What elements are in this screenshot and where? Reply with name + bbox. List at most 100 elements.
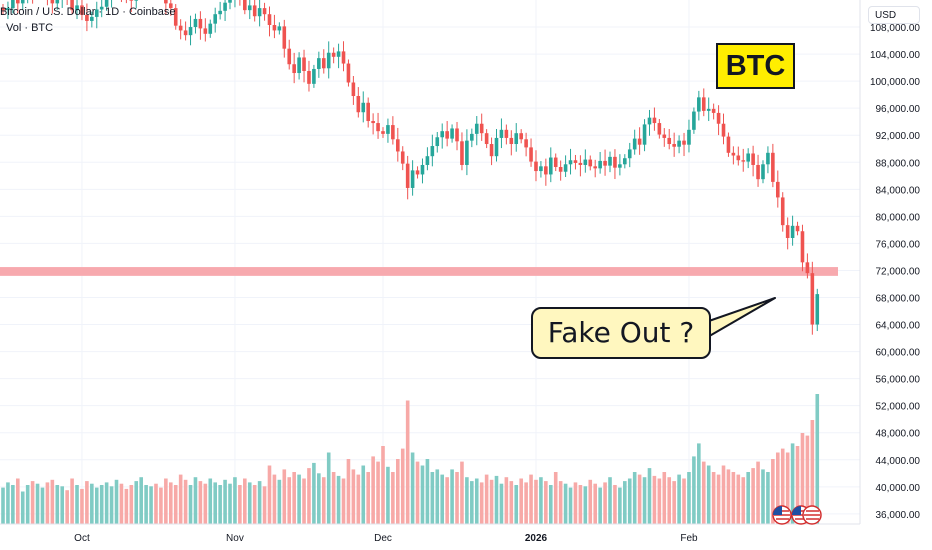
volume-bar bbox=[504, 477, 509, 524]
volume-bar bbox=[223, 479, 227, 524]
candle bbox=[558, 160, 563, 181]
candle-body bbox=[252, 5, 257, 17]
candle-body bbox=[692, 111, 696, 130]
candle-body bbox=[578, 162, 583, 165]
volume-bar bbox=[455, 472, 459, 524]
volume-bar bbox=[415, 461, 420, 524]
currency-selector[interactable]: USD bbox=[868, 6, 920, 24]
candle-body bbox=[716, 112, 721, 124]
candle-body bbox=[771, 152, 775, 182]
price-tick-label: 104,000.00 bbox=[870, 50, 920, 61]
candle bbox=[203, 18, 208, 42]
volume-bar bbox=[6, 482, 10, 524]
candle bbox=[539, 161, 543, 178]
candle-body bbox=[331, 52, 336, 57]
candle-body bbox=[558, 167, 563, 172]
candle-body bbox=[223, 2, 227, 11]
candle-body bbox=[430, 146, 435, 157]
candle-body bbox=[440, 131, 445, 138]
volume-bar bbox=[272, 474, 277, 524]
volume-bar bbox=[312, 462, 316, 524]
candle-body bbox=[598, 160, 602, 169]
candle bbox=[85, 3, 89, 32]
price-tick-label: 52,000.00 bbox=[876, 402, 921, 413]
candle-body bbox=[410, 170, 415, 188]
volume-bar bbox=[652, 475, 657, 524]
candle bbox=[657, 118, 662, 139]
volume-bar bbox=[435, 469, 440, 524]
candle-body bbox=[731, 152, 736, 156]
volume-bar bbox=[30, 481, 35, 524]
volume-bar bbox=[55, 485, 60, 524]
candle bbox=[800, 224, 805, 272]
volume-bar bbox=[70, 478, 74, 524]
candle-body bbox=[805, 262, 810, 274]
candle bbox=[687, 119, 691, 153]
volume-bar bbox=[608, 477, 612, 524]
symbol-title[interactable]: Bitcoin / U.S. Dollar · 1D · Coinbase bbox=[0, 6, 176, 18]
volume-bar bbox=[677, 474, 681, 524]
candle bbox=[391, 116, 395, 145]
volume-bar bbox=[519, 478, 523, 524]
candle bbox=[381, 127, 385, 138]
candle-body bbox=[815, 294, 820, 325]
candle bbox=[312, 64, 316, 88]
candle bbox=[479, 113, 484, 141]
candle-body bbox=[425, 156, 430, 165]
candle bbox=[588, 155, 593, 171]
volume-bar bbox=[75, 485, 79, 524]
candle-body bbox=[766, 152, 770, 165]
candle-body bbox=[55, 0, 60, 4]
candle bbox=[6, 1, 10, 20]
us-flag-icon[interactable] bbox=[802, 505, 822, 525]
volume-bar bbox=[741, 477, 746, 524]
candle bbox=[435, 131, 440, 153]
candle bbox=[405, 155, 410, 200]
volume-bar bbox=[761, 469, 765, 524]
candle-body bbox=[539, 166, 543, 172]
price-tick-label: 80,000.00 bbox=[876, 212, 921, 223]
ticker-label: BTC bbox=[716, 43, 795, 89]
volume-legend[interactable]: Vol · BTC bbox=[6, 22, 54, 34]
candle bbox=[780, 192, 785, 232]
us-flag-icon[interactable] bbox=[772, 505, 792, 525]
volume-bar bbox=[381, 446, 385, 524]
candle-body bbox=[20, 0, 25, 4]
candle bbox=[386, 118, 390, 143]
candle bbox=[420, 158, 425, 184]
volume-bar bbox=[109, 486, 114, 524]
candle bbox=[302, 49, 306, 83]
volume-bar bbox=[598, 487, 602, 524]
candle-body bbox=[790, 225, 795, 238]
candle-body bbox=[736, 155, 741, 161]
volume-bar bbox=[366, 472, 370, 524]
grid-lines bbox=[0, 0, 860, 524]
volume-bar bbox=[119, 483, 124, 524]
price-tick-label: 84,000.00 bbox=[876, 185, 921, 196]
candle bbox=[50, 0, 55, 14]
candle-body bbox=[80, 5, 84, 15]
volume-bar bbox=[746, 472, 750, 524]
candle bbox=[795, 221, 800, 236]
candle-body bbox=[721, 123, 726, 137]
volume-bar bbox=[563, 483, 568, 524]
candle bbox=[697, 90, 701, 121]
volume-bar bbox=[682, 478, 686, 524]
candle bbox=[627, 142, 632, 168]
candle bbox=[361, 91, 366, 123]
volume-bar bbox=[642, 477, 647, 524]
candle bbox=[208, 19, 213, 38]
candle-body bbox=[277, 26, 282, 31]
candle-body bbox=[272, 25, 277, 31]
candle-body bbox=[810, 273, 815, 325]
candle-body bbox=[593, 166, 597, 169]
candle bbox=[262, 2, 267, 21]
candle bbox=[805, 253, 810, 279]
event-flags[interactable] bbox=[772, 505, 822, 525]
candle-body bbox=[479, 123, 484, 134]
volume-bar bbox=[726, 469, 731, 524]
volume-bar bbox=[790, 443, 795, 524]
candle bbox=[771, 143, 775, 188]
candle bbox=[474, 116, 479, 146]
